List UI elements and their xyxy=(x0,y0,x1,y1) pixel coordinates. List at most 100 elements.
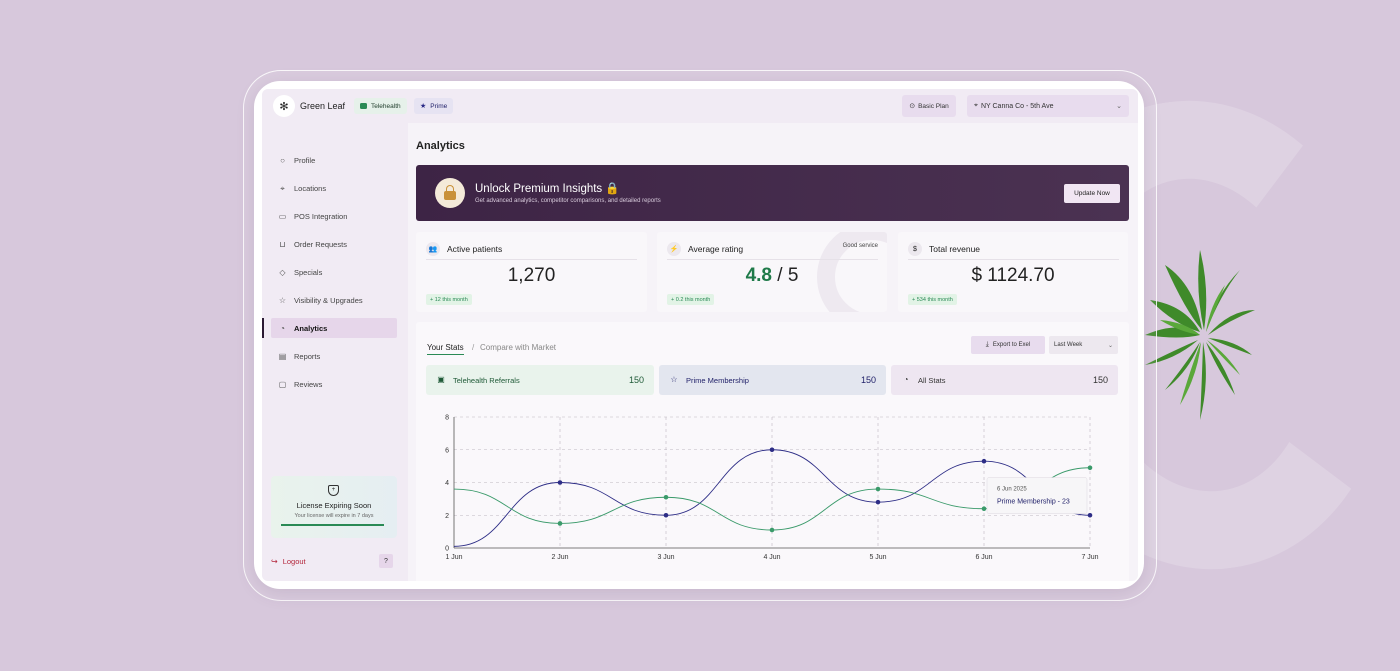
x-tick-label: 2 Jun xyxy=(551,554,568,561)
page-title: Analytics xyxy=(416,140,465,152)
date-range-label: Last Week xyxy=(1054,342,1083,348)
sidebar-item-reports[interactable]: ▤ Reports xyxy=(271,346,397,366)
tag-icon: ◇ xyxy=(279,267,286,277)
stats-panel: Your Stats / Compare with Market ⤓ Expor… xyxy=(416,322,1129,581)
sidebar-item-order-requests[interactable]: ⊔ Order Requests xyxy=(271,234,397,254)
x-tick-label: 4 Jun xyxy=(763,554,780,561)
export-button[interactable]: ⤓ Export to Exel xyxy=(971,336,1045,354)
tab-compare-market[interactable]: Compare with Market xyxy=(480,343,557,352)
star-icon: ★ xyxy=(420,103,427,110)
card-badge: + 534 this month xyxy=(908,294,957,305)
stat-telehealth-referrals[interactable]: ▣ Telehealth Referrals 150 xyxy=(426,365,654,395)
basket-icon: ⊔ xyxy=(279,239,286,249)
telehealth-chip[interactable]: Telehealth xyxy=(354,98,407,114)
sidebar-item-analytics[interactable]: ◔ Analytics xyxy=(262,318,397,338)
tab-your-stats[interactable]: Your Stats xyxy=(427,343,464,355)
banner-title: Unlock Premium Insights 🔒 xyxy=(475,183,620,195)
plug-icon: ▭ xyxy=(278,211,287,221)
sidebar-item-label: Order Requests xyxy=(294,239,347,249)
data-point xyxy=(663,494,669,500)
users-icon: 👥 xyxy=(426,242,440,256)
card-badge: + 0.2 this month xyxy=(667,294,715,305)
sidebar-item-label: Locations xyxy=(294,183,327,193)
tooltip-text: Prime Membership - 23 xyxy=(997,499,1070,506)
data-point xyxy=(769,527,775,533)
card-label: Total revenue xyxy=(929,244,981,254)
leaf-logo-icon: ✻ xyxy=(273,95,295,117)
dollar-icon: $ xyxy=(908,242,922,256)
license-subtitle: Your license will expire in 7 days xyxy=(294,513,374,519)
y-tick-label: 8 xyxy=(445,415,449,422)
star-icon: ☆ xyxy=(670,375,678,384)
date-range-select[interactable]: Last Week ⌄ xyxy=(1049,336,1118,354)
stat-label: Prime Membership xyxy=(686,375,749,385)
basic-plan-button[interactable]: ⊙ Basic Plan xyxy=(902,95,956,117)
stat-prime-membership[interactable]: ☆ Prime Membership 150 xyxy=(659,365,886,395)
banner-subtitle: Get advanced analytics, competitor compa… xyxy=(475,198,661,204)
y-tick-label: 2 xyxy=(445,513,449,520)
lock-icon xyxy=(435,178,465,208)
rating-rest: / 5 xyxy=(772,265,799,286)
sidebar-item-specials[interactable]: ◇ Specials xyxy=(271,262,397,282)
bolt-icon: ⚡ xyxy=(667,242,681,256)
license-title: License Expiring Soon xyxy=(296,501,372,510)
rating-main: 4.8 xyxy=(745,265,772,286)
logout-icon: ↪ xyxy=(271,557,278,566)
tab-separator: / xyxy=(472,343,475,352)
sidebar-item-label: Reviews xyxy=(294,379,323,389)
y-tick-label: 4 xyxy=(445,480,449,487)
sidebar-item-label: Specials xyxy=(294,267,323,277)
sidebar: ○ Profile ⌖ Locations ▭ POS Integration … xyxy=(262,123,408,581)
sidebar-item-visibility-upgrades[interactable]: ☆ Visibility & Upgrades xyxy=(271,290,397,310)
data-point xyxy=(1087,512,1093,518)
sidebar-item-locations[interactable]: ⌖ Locations xyxy=(271,178,397,198)
data-point xyxy=(875,499,881,505)
location-label: NY Canna Co - 5th Ave xyxy=(980,102,1054,110)
prime-chip-label: Prime xyxy=(430,102,448,110)
stat-value: 150 xyxy=(860,375,876,385)
inbox-icon: ▣ xyxy=(437,375,445,384)
premium-banner: Unlock Premium Insights 🔒 Get advanced a… xyxy=(416,165,1129,221)
stat-label: All Stats xyxy=(918,375,946,385)
plant-decoration xyxy=(1145,250,1255,420)
clock-icon: ◔ xyxy=(903,375,909,384)
plan-label: Basic Plan xyxy=(918,102,949,110)
location-select[interactable]: ⌖ NY Canna Co - 5th Ave ⌄ xyxy=(967,95,1129,117)
data-point xyxy=(769,447,775,453)
logout-button[interactable]: ↪ Logout xyxy=(271,557,306,566)
pie-chart-icon: ◔ xyxy=(280,323,285,333)
update-now-button[interactable]: Update Now xyxy=(1064,184,1120,203)
star-icon: ☆ xyxy=(278,295,287,305)
x-tick-label: 6 Jun xyxy=(975,554,992,561)
map-pin-icon: ⌖ xyxy=(280,183,285,193)
sidebar-item-label: Visibility & Upgrades xyxy=(294,295,363,305)
download-icon: ⤓ xyxy=(985,341,989,348)
message-icon: ▢ xyxy=(278,379,287,389)
prime-chip[interactable]: ★ Prime xyxy=(414,98,454,114)
stat-value: 150 xyxy=(1092,375,1108,385)
x-tick-label: 7 Jun xyxy=(1081,554,1098,561)
sidebar-item-label: Profile xyxy=(294,155,316,165)
data-point xyxy=(557,480,563,485)
stat-all-stats[interactable]: ◔ All Stats 150 xyxy=(891,365,1118,395)
data-point xyxy=(981,458,987,464)
stat-label: Telehealth Referrals xyxy=(453,375,520,385)
help-button[interactable]: ? xyxy=(379,554,393,568)
sidebar-item-reviews[interactable]: ▢ Reviews xyxy=(271,374,397,394)
sidebar-item-profile[interactable]: ○ Profile xyxy=(271,150,397,170)
chevron-down-icon: ⌄ xyxy=(1116,103,1122,110)
sidebar-item-label: POS Integration xyxy=(294,211,348,221)
card-value: 4.8 / 5 xyxy=(657,265,887,287)
user-icon: ○ xyxy=(280,155,285,165)
brand-name: Green Leaf xyxy=(300,101,346,111)
top-bar: ✻ Green Leaf Telehealth ★ Prime ⊙ Basic … xyxy=(262,89,1138,123)
data-point xyxy=(663,512,669,518)
good-service-note: Good service xyxy=(842,243,878,249)
x-tick-label: 5 Jun xyxy=(869,554,886,561)
card-header: 👥 Active patients xyxy=(426,239,637,260)
sidebar-item-pos-integration[interactable]: ▭ POS Integration xyxy=(271,206,397,226)
y-tick-label: 0 xyxy=(445,546,449,553)
sidebar-item-label: Reports xyxy=(294,351,321,361)
card-label: Active patients xyxy=(447,244,503,254)
map-pin-icon: ⌖ xyxy=(974,102,978,109)
